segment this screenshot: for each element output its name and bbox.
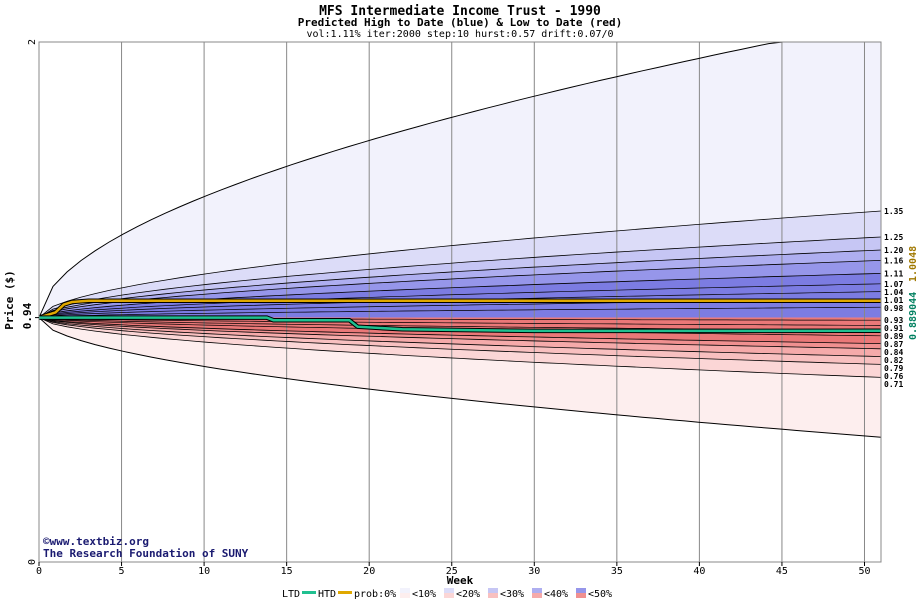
- htd-final-value: 1.0048: [908, 246, 919, 282]
- y-axis-label: Price ($): [3, 270, 16, 330]
- legend-bin-swatch-low: [576, 593, 586, 598]
- legend-bins: <10% <20% <30% <40% <50%: [400, 588, 612, 600]
- quantile-label: 1.01: [884, 296, 903, 305]
- legend-ltd-swatch: [302, 591, 316, 594]
- legend-htd-label: HTD: [318, 589, 336, 600]
- high-band-50pct: [39, 273, 881, 318]
- quantile-label: 0.98: [884, 304, 903, 313]
- inner-quantile-line: [38, 306, 882, 318]
- legend-prob-label: prob:0%: [354, 589, 396, 600]
- plot-frame: [38, 41, 882, 563]
- high-quantile-line: [38, 260, 882, 318]
- x-tick-label: 0: [36, 566, 42, 577]
- legend-bin-label: <40%: [544, 589, 568, 600]
- legend-bin-swatch-low: [488, 593, 498, 598]
- x-tick-label: 50: [858, 566, 870, 577]
- chart-params: vol:1.11% iter:2000 step:10 hurst:0.57 d…: [306, 29, 613, 40]
- quantile-label: 1.11: [884, 269, 903, 278]
- chart-subtitle: Predicted High to Date (blue) & Low to D…: [298, 16, 623, 29]
- legend-bin-label: <30%: [500, 589, 524, 600]
- legend-bin-label: <10%: [412, 589, 436, 600]
- high-quantile-line: [38, 41, 881, 318]
- quantile-label: 0.71: [884, 380, 903, 389]
- chart-title: MFS Intermediate Income Trust - 1990: [319, 4, 601, 19]
- y-tick-label: 2: [27, 39, 38, 45]
- ltd-final-value: 0.889044: [908, 292, 919, 340]
- legend-bin-swatch-low: [532, 593, 542, 598]
- low-quantile-line: [38, 317, 882, 344]
- org-text: The Research Foundation of SUNY: [43, 547, 249, 560]
- x-axis-label: Week: [447, 574, 474, 587]
- high-quantile-line: [38, 236, 882, 318]
- low-quantile-line: [38, 317, 882, 378]
- quantile-label: 1.25: [884, 233, 903, 242]
- quantile-label: 0.93: [884, 316, 903, 325]
- legend-bin-label: <20%: [456, 589, 480, 600]
- legend-bin-swatch-low: [444, 593, 454, 598]
- high-quantile-line: [38, 249, 882, 318]
- htd-series-line: [38, 299, 881, 319]
- start-price-label: 0.94: [21, 302, 34, 329]
- x-tick-label: 25: [446, 566, 458, 577]
- quantile-label: 1.04: [884, 288, 903, 297]
- y-tick-label: 0: [27, 559, 38, 565]
- quantile-label: 0.89: [884, 332, 903, 341]
- x-tick-label: 40: [693, 566, 705, 577]
- inner-quantile-line: [38, 283, 882, 318]
- ltd-series-line: [39, 316, 882, 333]
- copyright-text: ©www.textbiz.org: [43, 535, 149, 548]
- series-lines: [38, 298, 882, 334]
- low-quantile-line: [38, 317, 882, 357]
- high-quantile-line: [38, 210, 882, 318]
- quantile-labels: 1.35 1.25 1.201.16 1.11 1.071.041.010.98 0.93…: [884, 207, 903, 389]
- x-tick-label: 10: [198, 566, 210, 577]
- legend-bin-swatch: [488, 588, 498, 593]
- quantile-label: 1.07: [884, 280, 903, 289]
- x-tick-label: 35: [611, 566, 623, 577]
- quantile-label: 1.16: [884, 256, 903, 265]
- envelope-areas: [39, 42, 881, 438]
- axes: 0 5 10 15 20 25 30 35 40 45 50 0 2: [27, 39, 871, 577]
- x-tick-label: 20: [363, 566, 375, 577]
- quantile-label: 1.20: [884, 246, 903, 255]
- x-tick-label: 15: [281, 566, 293, 577]
- legend-bin-swatch-low: [400, 593, 410, 598]
- low-quantile-line: [38, 317, 882, 438]
- quantile-label: 0.84: [884, 348, 903, 357]
- x-tick-label: 45: [776, 566, 788, 577]
- legend-bin-swatch: [400, 588, 410, 593]
- low-quantile-line: [38, 317, 882, 365]
- legend-bin-label: <50%: [588, 589, 612, 600]
- inner-quantile-line: [38, 317, 882, 326]
- legend-bin-swatch: [532, 588, 542, 593]
- low-quantile-line: [38, 317, 882, 350]
- legend-htd-swatch: [338, 591, 352, 594]
- legend-bin-swatch: [576, 588, 586, 593]
- quantile-label: 0.76: [884, 372, 903, 381]
- quantile-label: 1.35: [884, 207, 903, 216]
- quantile-label: 0.82: [884, 356, 903, 365]
- x-tick-label: 30: [528, 566, 540, 577]
- x-tick-label: 5: [119, 566, 125, 577]
- right-value-labels: 0.889044 1.0048: [908, 246, 919, 340]
- quantile-label: 0.87: [884, 340, 903, 349]
- quantile-label: 0.79: [884, 364, 903, 373]
- legend-ltd-label: LTD: [282, 589, 300, 600]
- quantile-label: 0.91: [884, 324, 903, 333]
- legend: LTD HTD prob:0% <10% <20% <30% <40% <50%: [282, 588, 612, 600]
- legend-bin-swatch: [444, 588, 454, 593]
